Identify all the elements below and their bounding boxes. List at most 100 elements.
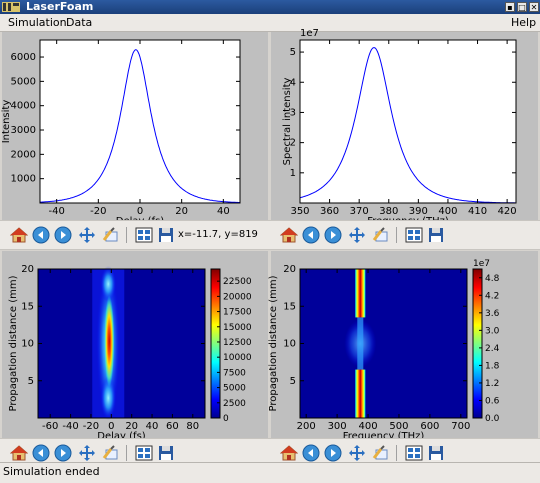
toolbar-separator <box>396 227 397 243</box>
x-tick-label: 380 <box>379 206 398 217</box>
toolbar-separator <box>396 445 397 461</box>
x-tick-label: 400 <box>438 206 457 217</box>
status-bar: Simulation ended <box>0 462 540 483</box>
subplots-icon <box>405 445 423 461</box>
subplots-icon <box>405 227 423 243</box>
y-tick-label: 5000 <box>11 76 36 87</box>
home-button[interactable] <box>9 444 29 462</box>
save-icon <box>159 228 173 242</box>
status-text: Simulation ended <box>3 465 100 478</box>
save-icon <box>429 228 443 242</box>
colorbar <box>210 268 221 419</box>
y-tick-label: 5 <box>28 376 34 387</box>
y-axis-label: Spectral intensity <box>282 78 293 166</box>
chart-2: 35036037038039040041042012345Frequency (… <box>282 28 517 227</box>
back-button[interactable] <box>32 444 50 462</box>
y-tick-label: 5 <box>290 376 296 387</box>
x-tick-label: -60 <box>42 421 58 432</box>
y-axis-label: Intensity <box>1 100 12 144</box>
y-tick-label: 4000 <box>11 101 36 112</box>
back-button[interactable] <box>302 444 320 462</box>
home-icon <box>279 445 299 461</box>
subplots-button[interactable] <box>135 444 153 462</box>
close-button[interactable]: ✕ <box>529 2 539 12</box>
pan-button[interactable] <box>78 444 96 462</box>
menu-simulation[interactable]: Simulation <box>8 16 67 29</box>
forward-button[interactable] <box>324 444 342 462</box>
y-tick-label: 2000 <box>11 149 36 160</box>
colorbar-tick-label: 0.6 <box>485 396 500 406</box>
save-button[interactable] <box>427 444 445 462</box>
forward-button[interactable] <box>54 226 72 244</box>
zoom-button[interactable] <box>372 444 390 462</box>
cursor-coordinates: x=-11.7, y=819 <box>178 229 258 240</box>
save-button[interactable] <box>427 226 445 244</box>
app-icon <box>2 2 20 12</box>
navigation-toolbar-top: x=-11.7, y=819 <box>0 220 270 250</box>
y-tick-label: 15 <box>21 301 34 312</box>
x-tick-label: 500 <box>389 421 408 432</box>
zoom-icon <box>102 445 118 460</box>
home-button[interactable] <box>279 444 299 462</box>
colorbar-tick-label: 5000 <box>223 384 246 394</box>
save-button[interactable] <box>157 444 175 462</box>
subplots-button[interactable] <box>405 226 423 244</box>
forward-button[interactable] <box>54 444 72 462</box>
minimize-button[interactable]: ▪ <box>505 2 515 12</box>
pan-button[interactable] <box>348 226 366 244</box>
x-tick-label: 80 <box>186 421 199 432</box>
series-line <box>39 49 240 203</box>
y-tick-label: 3000 <box>11 125 36 136</box>
forward-icon <box>324 226 342 244</box>
y-tick-label: 5 <box>290 47 296 58</box>
x-tick-label: 200 <box>297 421 316 432</box>
series-line <box>299 47 516 204</box>
x-tick-label: -40 <box>62 421 78 432</box>
colorbar-tick-label: 2.4 <box>485 344 500 354</box>
x-tick-label: 420 <box>498 206 517 217</box>
menu-data[interactable]: Data <box>66 16 93 29</box>
pan-icon <box>79 445 95 461</box>
x-tick-label: 20 <box>175 206 188 217</box>
zoom-button[interactable] <box>102 226 120 244</box>
colorbar-tick-label: 0.0 <box>485 414 500 424</box>
save-button[interactable] <box>157 226 175 244</box>
x-tick-label: -20 <box>90 206 106 217</box>
plot-area <box>40 40 240 203</box>
y-tick-label: 2 <box>290 138 296 149</box>
home-button[interactable] <box>9 226 29 244</box>
colorbar-tick-label: 7500 <box>223 368 246 378</box>
zoom-button[interactable] <box>102 444 120 462</box>
colorbar-tick-label: 17500 <box>223 308 252 318</box>
toolbar-separator <box>126 227 127 243</box>
subplots-button[interactable] <box>405 444 423 462</box>
home-icon <box>9 227 29 243</box>
maximize-button[interactable]: □ <box>517 2 527 12</box>
colorbar-tick-label: 3.0 <box>485 326 500 336</box>
colorbar-multiplier: 1e7 <box>473 259 490 269</box>
heatmap-top-lobe <box>100 266 117 302</box>
colorbar-tick-label: 15000 <box>223 323 252 333</box>
back-button[interactable] <box>32 226 50 244</box>
menu-help[interactable]: Help <box>511 16 537 29</box>
colorbar-tick-label: 2500 <box>223 399 246 409</box>
pan-button[interactable] <box>78 226 96 244</box>
back-icon <box>32 226 50 244</box>
pan-button[interactable] <box>348 444 366 462</box>
chart-4: 200 300 400 500 600 700 5 10 15 20 Frequency (THz)… <box>268 259 500 442</box>
subplots-button[interactable] <box>135 226 153 244</box>
back-button[interactable] <box>302 226 320 244</box>
x-tick-label: 360 <box>320 206 339 217</box>
colorbar-tick-label: 20000 <box>223 292 252 302</box>
x-tick-label: 40 <box>217 206 230 217</box>
x-tick-label: 700 <box>451 421 470 432</box>
subplots-icon <box>135 227 153 243</box>
forward-button[interactable] <box>324 226 342 244</box>
y-tick-label: 4 <box>290 77 296 88</box>
zoom-button[interactable] <box>372 226 390 244</box>
home-button[interactable] <box>279 226 299 244</box>
y-tick-label: 10 <box>283 339 296 350</box>
x-tick-label: -20 <box>83 421 99 432</box>
pan-icon <box>349 227 365 243</box>
